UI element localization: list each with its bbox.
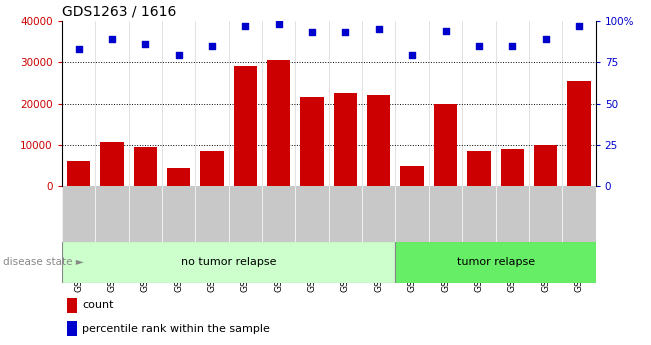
Bar — [400, 166, 424, 186]
Point — [207, 43, 217, 48]
Point — [240, 23, 251, 28]
Text: count: count — [82, 300, 114, 310]
Point — [574, 23, 584, 28]
Bar — [234, 66, 257, 186]
Point — [540, 36, 551, 42]
Point — [307, 30, 317, 35]
Bar — [100, 141, 124, 186]
Bar — [567, 81, 590, 186]
Bar — [334, 93, 357, 186]
Bar — [267, 60, 290, 186]
Bar — [396, 241, 596, 283]
Bar — [367, 95, 391, 186]
Point — [74, 46, 84, 52]
Point — [140, 41, 150, 47]
Point — [374, 26, 384, 32]
Point — [173, 53, 184, 58]
Bar — [501, 149, 524, 186]
Point — [440, 28, 450, 33]
Bar — [67, 321, 77, 336]
Bar — [67, 297, 77, 313]
Bar — [534, 145, 557, 186]
Bar — [133, 147, 157, 186]
Text: percentile rank within the sample: percentile rank within the sample — [82, 324, 270, 334]
Bar — [467, 151, 491, 186]
Text: GDS1263 / 1616: GDS1263 / 1616 — [62, 4, 176, 18]
Text: tumor relapse: tumor relapse — [456, 257, 534, 267]
Point — [474, 43, 484, 48]
Bar — [167, 168, 190, 186]
Bar — [62, 241, 396, 283]
Point — [507, 43, 518, 48]
Point — [107, 36, 117, 42]
Bar — [67, 161, 90, 186]
Point — [407, 53, 417, 58]
Bar — [300, 97, 324, 186]
Text: disease state ►: disease state ► — [3, 257, 84, 267]
Bar — [201, 151, 224, 186]
Bar — [434, 104, 457, 186]
Point — [273, 21, 284, 27]
Text: no tumor relapse: no tumor relapse — [181, 257, 277, 267]
Point — [340, 30, 351, 35]
